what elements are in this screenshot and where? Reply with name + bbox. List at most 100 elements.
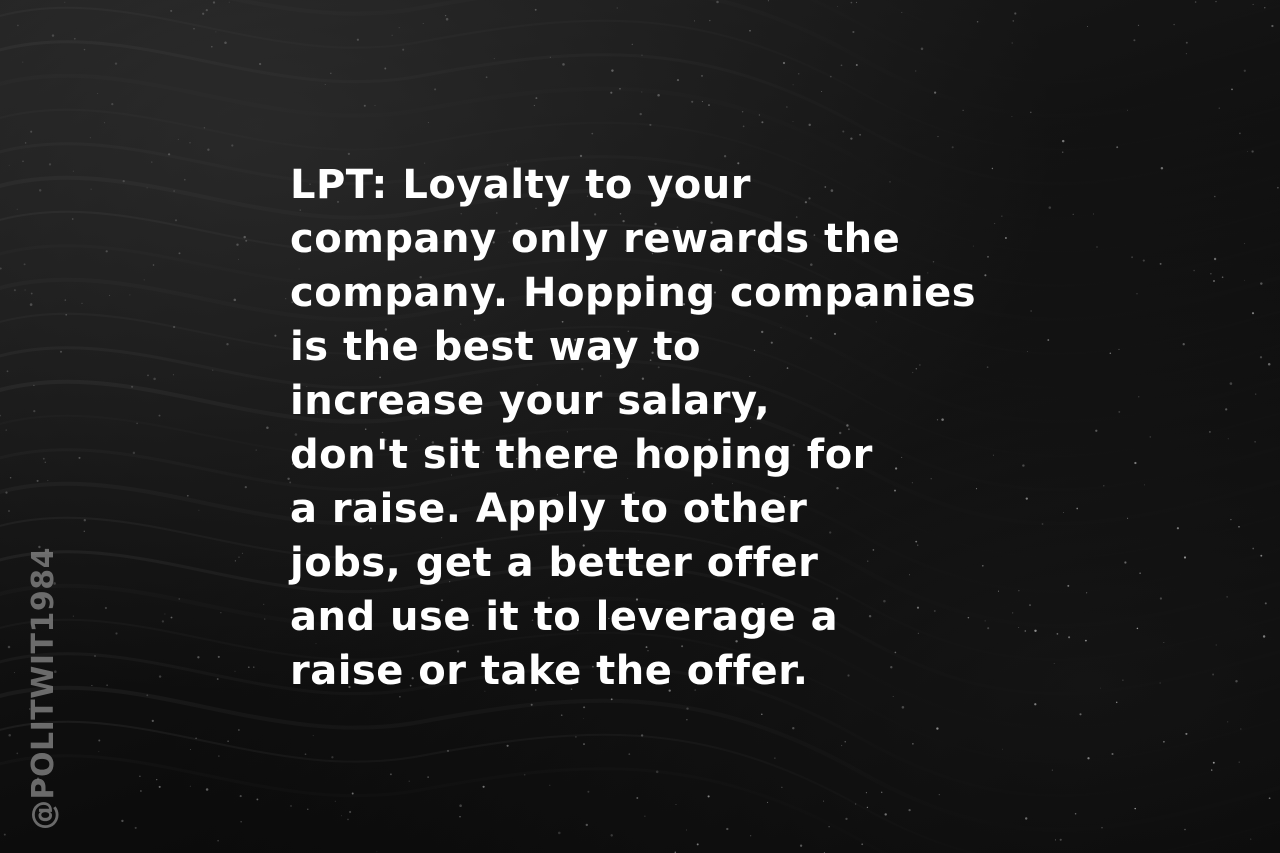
- sand-speck: [894, 467, 898, 470]
- sand-speck: [42, 457, 45, 460]
- sand-speck: [901, 456, 903, 458]
- sand-speck: [104, 606, 107, 610]
- sand-speck: [1072, 213, 1074, 216]
- sand-speck: [657, 366, 660, 369]
- sand-speck: [33, 384, 35, 387]
- sand-speck: [97, 92, 99, 95]
- sand-speck: [215, 31, 217, 33]
- sand-speck: [1251, 150, 1254, 153]
- sand-speck: [1127, 517, 1129, 519]
- sand-speck: [1163, 740, 1165, 743]
- sand-speck: [1061, 151, 1064, 153]
- sand-speck: [1133, 39, 1136, 42]
- sand-speck: [855, 803, 857, 805]
- watermark-handle: @POLITWIT1984: [26, 547, 61, 830]
- sand-speck: [611, 69, 614, 72]
- sand-speck: [205, 788, 209, 791]
- sand-speck: [1215, 644, 1217, 646]
- sand-speck: [24, 289, 26, 291]
- sand-speck: [104, 122, 106, 124]
- sand-speck: [379, 376, 381, 379]
- sand-speck: [309, 554, 312, 557]
- sand-speck: [1134, 807, 1136, 810]
- sand-speck: [912, 371, 914, 374]
- sand-speck: [933, 610, 936, 612]
- sand-speck: [172, 325, 176, 329]
- sand-speck: [750, 427, 752, 429]
- sand-speck: [1118, 348, 1120, 350]
- sand-speck: [449, 581, 451, 583]
- sand-speck: [212, 1, 216, 4]
- sand-speck: [264, 618, 266, 620]
- sand-speck: [809, 336, 813, 340]
- sand-speck: [861, 251, 864, 254]
- sand-speck: [6, 370, 9, 373]
- sand-speck: [36, 777, 40, 780]
- sand-speck: [1092, 213, 1095, 215]
- sand-speck: [535, 207, 537, 210]
- sand-speck: [524, 774, 526, 776]
- sand-speck: [1087, 26, 1089, 28]
- sand-speck: [583, 743, 585, 746]
- sand-speck: [556, 494, 558, 496]
- sand-speck: [245, 239, 248, 242]
- sand-speck: [83, 519, 86, 522]
- sand-speck: [625, 249, 626, 251]
- sand-speck: [987, 627, 990, 630]
- sand-speck: [1025, 817, 1028, 820]
- sand-speck: [587, 790, 590, 793]
- sand-speck: [892, 696, 894, 697]
- sand-speck: [1163, 641, 1165, 644]
- sand-speck: [197, 656, 200, 659]
- sand-speck: [195, 737, 197, 740]
- quote-line: a raise. Apply to other: [290, 486, 808, 532]
- sand-speck: [81, 302, 83, 305]
- sand-speck: [594, 213, 597, 216]
- sand-speck: [602, 455, 605, 458]
- sand-speck: [122, 179, 125, 183]
- sand-speck: [24, 142, 27, 144]
- sand-speck: [164, 613, 166, 615]
- sand-speck: [334, 800, 336, 802]
- sand-speck: [334, 230, 336, 233]
- sand-speck: [146, 694, 149, 697]
- sand-speck: [582, 544, 585, 547]
- sand-speck: [5, 429, 7, 431]
- sand-speck: [307, 808, 309, 810]
- sand-speck: [991, 167, 994, 170]
- sand-speck: [47, 480, 49, 482]
- sand-speck: [131, 385, 134, 388]
- sand-speck: [1034, 703, 1037, 706]
- sand-speck: [1213, 257, 1217, 261]
- sand-speck: [566, 468, 568, 470]
- sand-speck: [535, 689, 537, 691]
- sand-speck: [227, 740, 229, 743]
- sand-speck: [717, 250, 720, 254]
- sand-speck: [844, 741, 846, 743]
- sand-speck: [654, 222, 657, 226]
- sand-speck: [91, 684, 93, 687]
- sand-speck: [641, 377, 645, 380]
- sand-speck: [1173, 23, 1175, 26]
- sand-speck: [1011, 42, 1013, 44]
- sand-speck: [936, 727, 939, 730]
- sand-speck: [749, 29, 751, 32]
- sand-speck: [473, 319, 476, 321]
- quote-line: don't sit there hoping for: [290, 432, 873, 478]
- sand-speck: [1149, 436, 1152, 438]
- sand-speck: [1051, 769, 1053, 771]
- sand-speck: [347, 152, 351, 156]
- sand-speck: [936, 419, 939, 421]
- sand-speck: [239, 795, 242, 798]
- sand-speck: [934, 91, 937, 94]
- sand-speck: [399, 695, 401, 698]
- sand-speck: [975, 488, 978, 490]
- sand-speck: [741, 110, 744, 113]
- sand-speck: [105, 250, 108, 253]
- sand-speck: [836, 597, 839, 600]
- sand-speck: [535, 97, 538, 100]
- sand-speck: [8, 164, 10, 166]
- sand-speck: [737, 162, 740, 165]
- sand-speck: [220, 612, 222, 614]
- sand-speck: [530, 703, 533, 706]
